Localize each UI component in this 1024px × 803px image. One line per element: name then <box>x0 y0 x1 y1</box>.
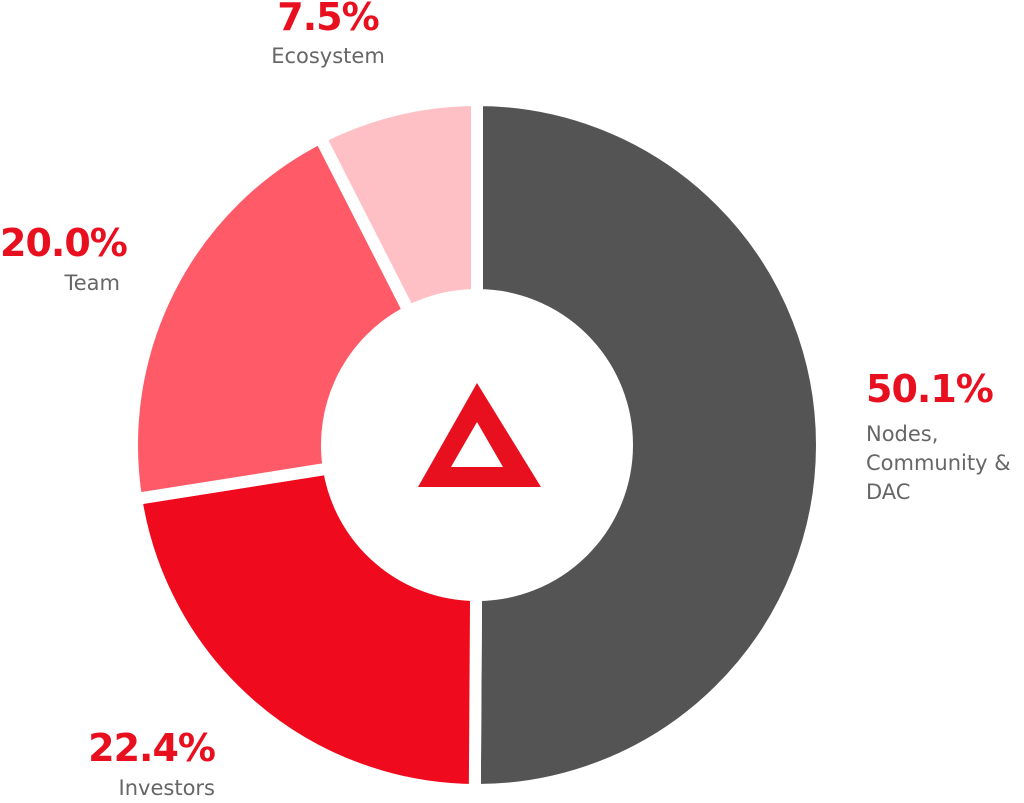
category-label: Investors <box>118 776 215 800</box>
value-label: 22.4% <box>88 726 216 770</box>
category-label: Team <box>64 271 120 295</box>
slice <box>314 94 483 318</box>
value-label: 7.5% <box>277 0 379 39</box>
category-label: Nodes, Community & DAC <box>866 422 1011 504</box>
slices <box>126 94 828 796</box>
category-label: Ecosystem <box>271 44 385 68</box>
slice <box>468 94 828 796</box>
logo-inner <box>451 422 503 467</box>
value-label: 20.0% <box>0 221 128 265</box>
value-label: 50.1% <box>866 367 994 411</box>
slice <box>130 462 483 796</box>
slice <box>126 131 415 505</box>
